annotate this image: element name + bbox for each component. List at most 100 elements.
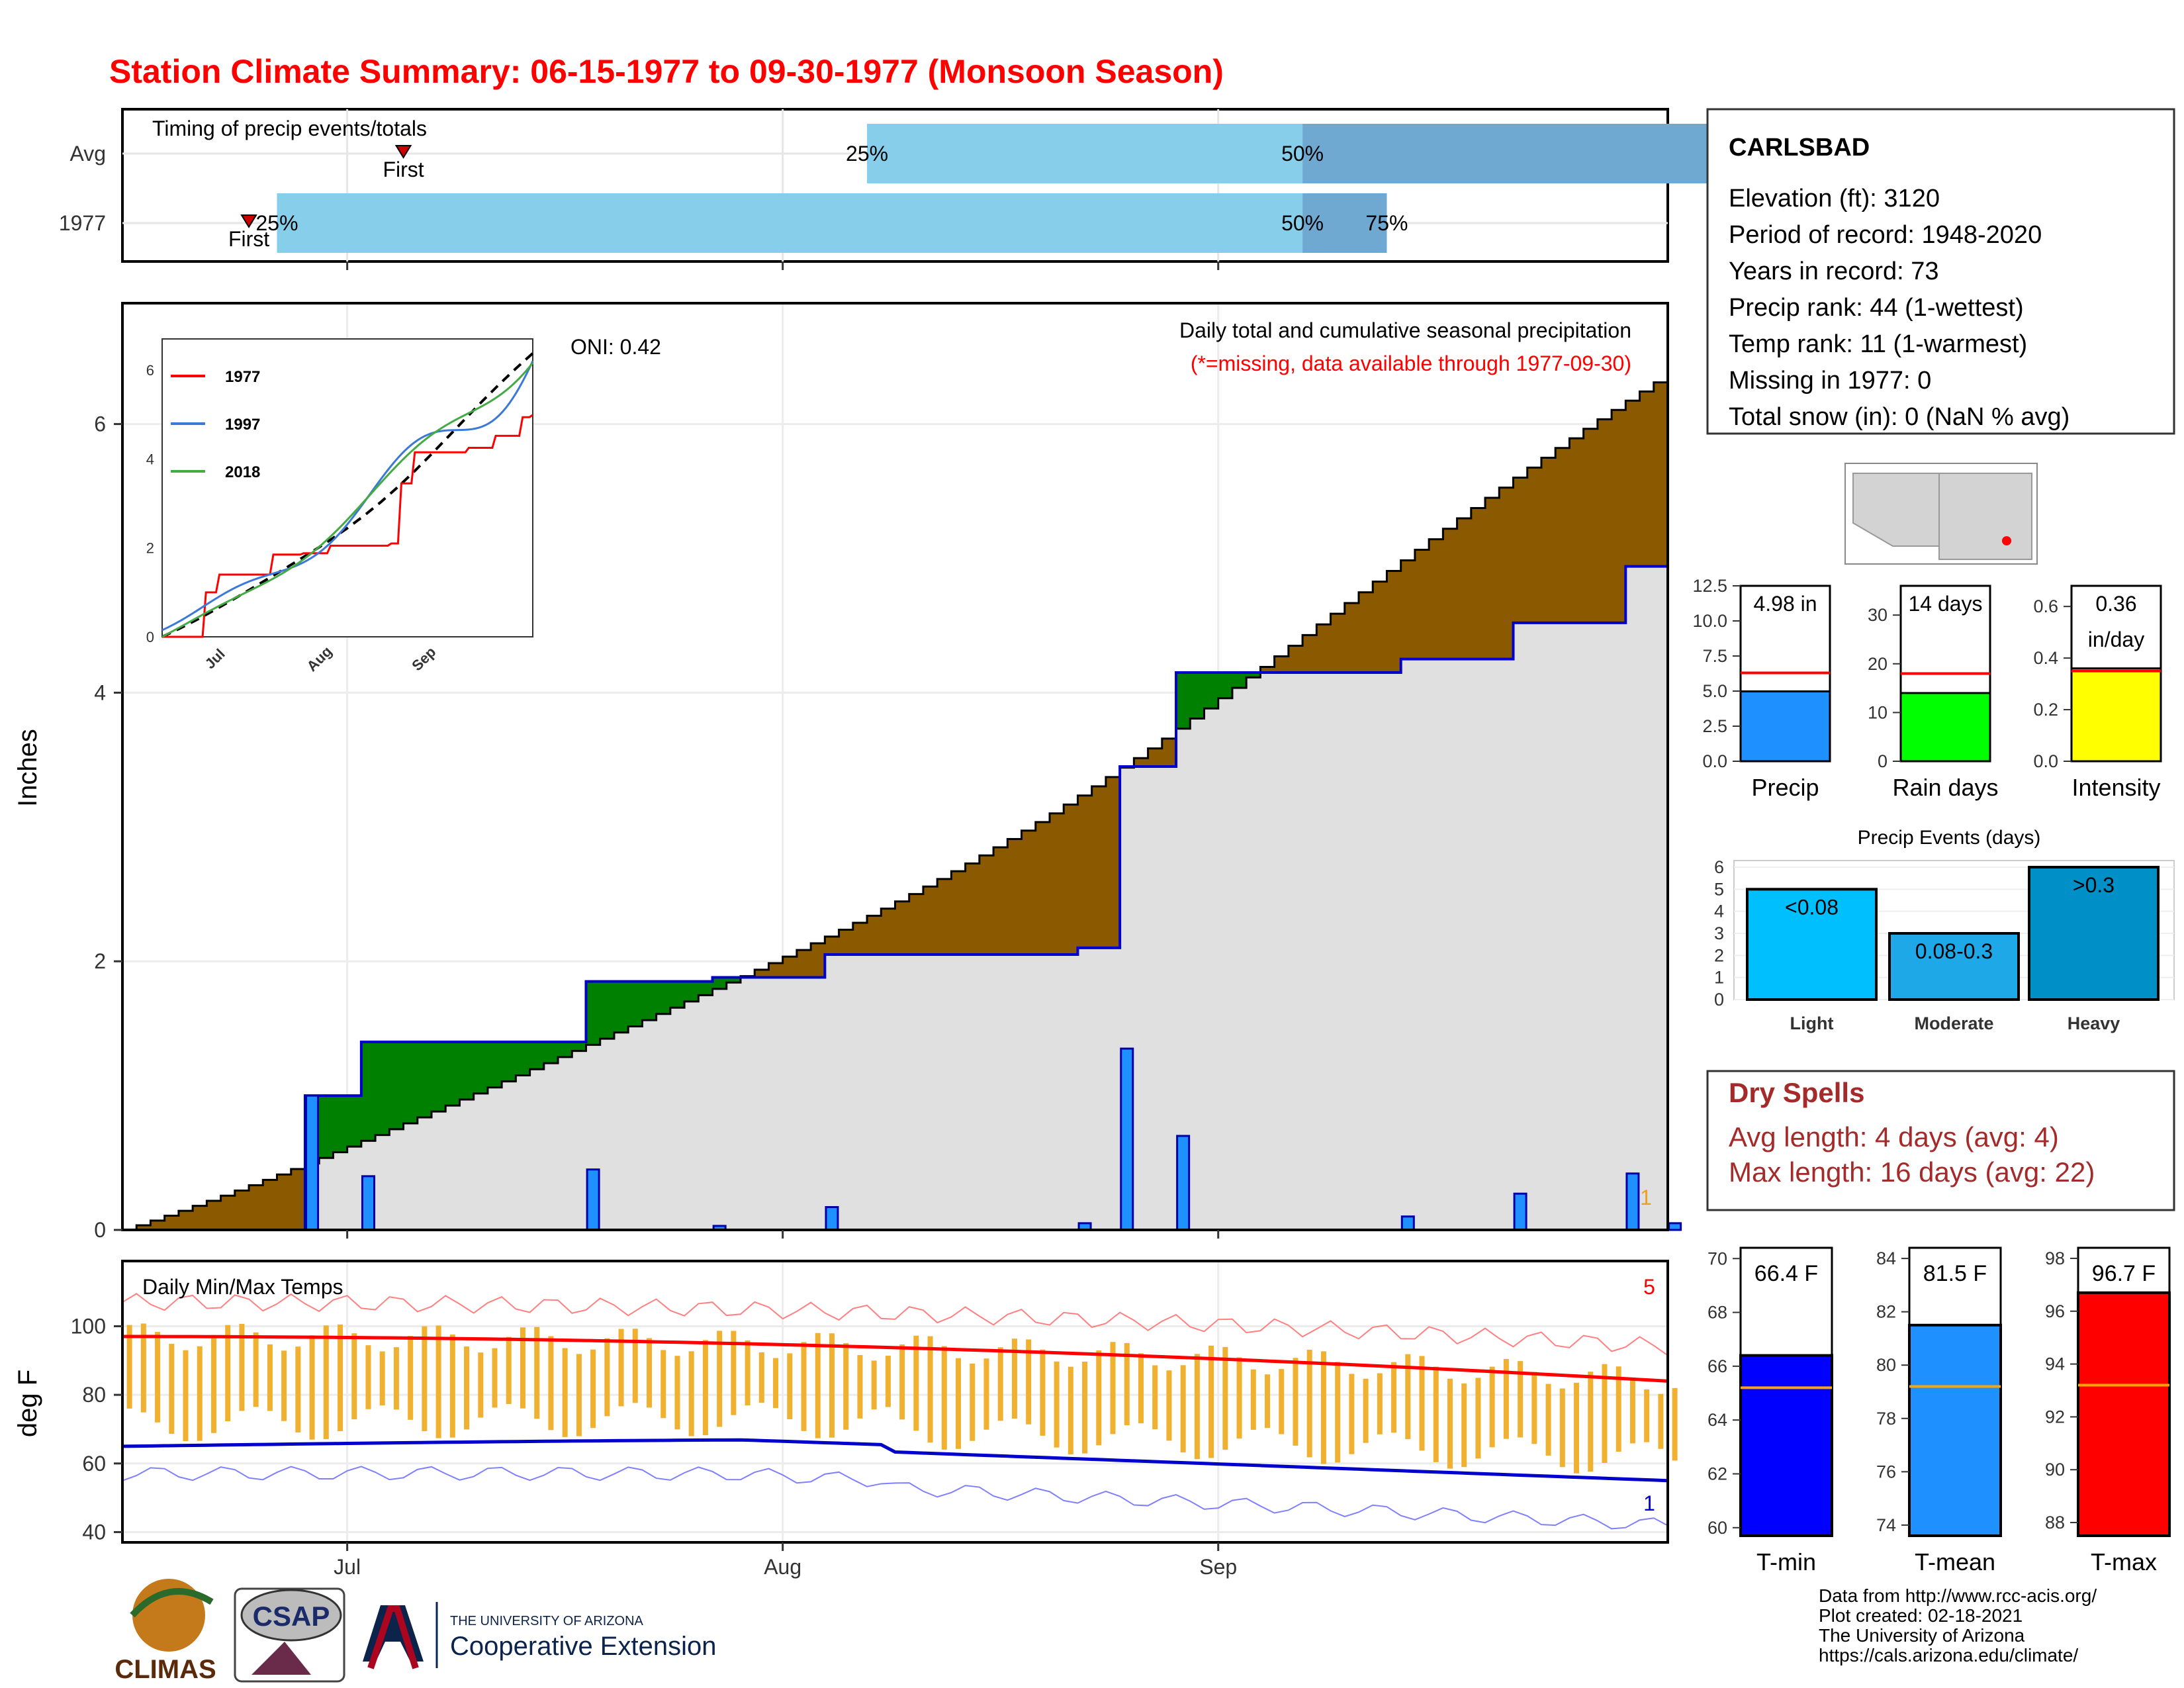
climo-area-segment <box>979 955 994 1230</box>
temp-bar-t-mean <box>1908 1323 2002 1537</box>
climo-area-segment <box>1583 622 1598 1230</box>
temp-bar-label: T-min <box>1756 1548 1816 1575</box>
daily-precip-bar <box>1625 1172 1640 1231</box>
daily-temp-range-bar <box>1011 1338 1017 1419</box>
temp-bar-y-tick: 78 <box>1876 1409 1896 1429</box>
climo-area-segment <box>852 955 868 1230</box>
deficit-area-segment <box>1527 467 1542 623</box>
climo-area-segment <box>1373 672 1387 1230</box>
deficit-area-segment <box>768 963 784 978</box>
events-bar-light <box>1746 888 1878 1002</box>
climo-area-segment <box>1443 659 1458 1230</box>
climo-area-segment <box>768 977 784 1230</box>
footer-line: Plot created: 02-18-2021 <box>1819 1605 2023 1626</box>
daily-temp-range-bar <box>731 1331 737 1415</box>
climo-area-segment <box>1400 659 1416 1230</box>
deficit-area-segment <box>1639 391 1655 567</box>
month-axis-label: Aug <box>764 1555 801 1579</box>
climo-area-segment <box>1050 955 1064 1230</box>
daily-temp-range-bar <box>562 1348 568 1437</box>
temp-bar-y-tick: 84 <box>1876 1248 1896 1268</box>
deficit-area-segment <box>1035 821 1050 955</box>
surplus-area-segment <box>403 1041 418 1123</box>
deficit-area-segment <box>1330 614 1345 673</box>
temperature-summary-bars: 66.4 F T-min 60 62 64 66 68 70 81.5 F T-mean 74 76 7… <box>1707 1246 2171 1575</box>
deficit-area-segment <box>1161 738 1177 767</box>
timing-marker-first <box>394 145 412 159</box>
deficit-area-segment <box>220 1196 236 1230</box>
temp-bar-y-tick: 62 <box>1707 1464 1727 1483</box>
events-title: Precip Events (days) <box>1858 827 2041 849</box>
daily-temp-range-bar <box>956 1358 962 1449</box>
events-y-tick: 3 <box>1714 923 1724 943</box>
surplus-area-segment <box>417 1041 432 1118</box>
summary-bar-label: Intensity <box>2071 774 2160 801</box>
surplus-area-segment <box>1176 672 1191 729</box>
inset-legend-label: 1997 <box>225 416 260 434</box>
daily-temp-range-bar <box>576 1354 582 1436</box>
temp-panel-label: Daily Min/Max Temps <box>142 1275 343 1299</box>
temp-bar-y-tick: 74 <box>1876 1515 1896 1535</box>
deficit-area-segment <box>937 878 952 955</box>
deficit-area-segment <box>1597 419 1612 623</box>
climo-area-segment <box>1260 672 1275 1230</box>
daily-temp-range-bar <box>1363 1378 1369 1443</box>
summary-y-tick: 0.0 <box>2033 751 2058 771</box>
inset-y-tick: 6 <box>146 362 154 379</box>
deficit-area-segment <box>1513 477 1528 623</box>
climo-area-segment <box>670 1008 685 1230</box>
climo-area-segment <box>1639 566 1655 1230</box>
footer-line: Data from http://www.rcc-acis.org/ <box>1819 1585 2097 1606</box>
deficit-area-segment <box>1414 549 1430 659</box>
deficit-area-segment <box>1429 539 1443 659</box>
daily-temp-range-bar <box>1574 1382 1580 1474</box>
summary-y-tick: 0.2 <box>2033 700 2058 720</box>
daily-temp-range-bar <box>885 1356 891 1407</box>
avg-min-line <box>122 1438 1668 1483</box>
deficit-area-segment <box>1400 560 1416 659</box>
surplus-area-segment <box>347 1096 362 1147</box>
deficit-area-segment <box>825 936 840 955</box>
deficit-area-segment <box>1091 786 1107 948</box>
daily-temp-range-bar <box>155 1332 161 1423</box>
station-info-line: Temp rank: 11 (1-warmest) <box>1729 330 2027 358</box>
daily-temp-range-bar <box>717 1331 723 1427</box>
summary-y-tick: 12.5 <box>1692 576 1727 596</box>
temp-bar-y-tick: 82 <box>1876 1302 1896 1322</box>
temp-y-tick: 100 <box>71 1314 106 1338</box>
deficit-area-segment <box>150 1220 165 1230</box>
surplus-area-segment <box>1190 672 1205 719</box>
events-y-tick: 0 <box>1714 990 1724 1009</box>
locator-map <box>1844 463 2038 565</box>
deficit-area-segment <box>979 855 994 955</box>
deficit-area-segment <box>178 1211 193 1230</box>
precip-events-chart: Precip Events (days) 0 1 23 4 56 <0.08 Light 0.0… <box>1714 827 2175 1033</box>
climas-logo: CLIMAS <box>114 1579 216 1684</box>
climo-area-segment <box>1527 622 1542 1230</box>
daily-temp-range-bar <box>1518 1361 1524 1438</box>
climo-area-segment <box>1653 566 1668 1230</box>
precip-y-tick: 0 <box>94 1218 106 1242</box>
daily-temp-range-bar <box>1447 1378 1453 1469</box>
daily-temp-range-bar <box>843 1342 849 1430</box>
climo-area-segment <box>867 955 882 1230</box>
daily-temp-range-bar <box>1250 1369 1256 1430</box>
daily-precip-bar <box>1668 1222 1682 1231</box>
climo-area-segment <box>1204 708 1219 1230</box>
daily-temp-range-bar <box>1054 1361 1060 1448</box>
daily-temp-range-bar <box>787 1353 793 1419</box>
temp-bar-y-tick: 64 <box>1707 1410 1727 1430</box>
daily-temp-range-bar <box>1503 1358 1509 1439</box>
temp-bar-value: 66.4 F <box>1754 1261 1818 1286</box>
daily-temp-range-bar <box>1152 1365 1158 1430</box>
climo-area-segment <box>965 955 980 1230</box>
station-info-line: Total snow (in): 0 (NaN % avg) <box>1729 403 2070 431</box>
inset-y-tick: 2 <box>146 540 154 557</box>
summary-y-tick: 0.4 <box>2033 648 2058 668</box>
station-info-line: Missing in 1977: 0 <box>1729 367 1931 395</box>
daily-temp-range-bar <box>997 1347 1003 1421</box>
inset-y-tick: 4 <box>146 451 154 467</box>
deficit-area-segment <box>909 894 924 955</box>
deficit-area-segment <box>193 1205 207 1230</box>
daily-temp-range-bar <box>1475 1378 1481 1459</box>
